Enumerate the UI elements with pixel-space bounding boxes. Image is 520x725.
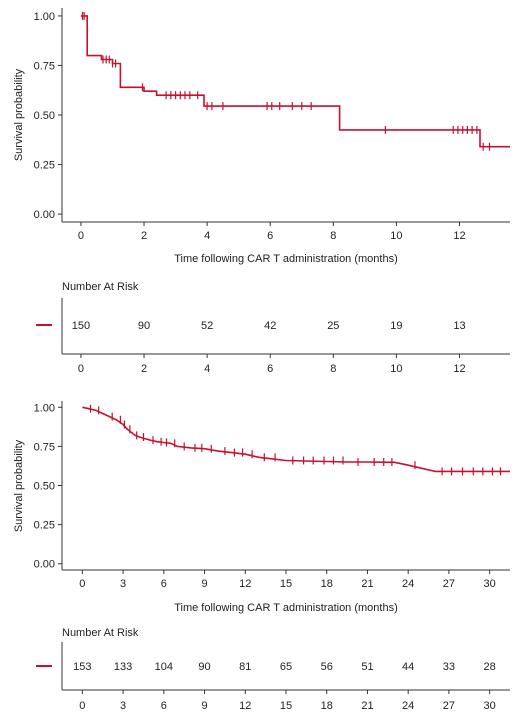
risk-number-2-8: 44 <box>402 661 414 673</box>
y-tick-label-2-3: 0.75 <box>34 441 55 453</box>
risk-x-tick-label-2-6: 18 <box>321 700 333 712</box>
y-tick-label-2-2: 0.50 <box>34 481 55 493</box>
x-tick-label-1-6: 12 <box>453 230 465 242</box>
km-plot-2: 0.000.250.500.751.00 0 3 6 9 12 15 18 21 24 27 30 … <box>13 401 510 614</box>
x-tick-label-2-9: 27 <box>443 578 455 590</box>
risk-number-1-1: 90 <box>138 320 150 332</box>
y-axis-title-1: Survival probability <box>13 68 25 161</box>
x-tick-label-2-1: 3 <box>120 578 126 590</box>
x-tick-label-2-3: 9 <box>201 578 207 590</box>
risk-number-2-3: 90 <box>198 661 210 673</box>
risk-x-tick-label-2-7: 21 <box>361 700 373 712</box>
x-tick-label-1-3: 6 <box>267 230 273 242</box>
y-tick-label-2-0: 0.00 <box>34 559 55 571</box>
risk-x-tick-label-2-0: 0 <box>79 700 85 712</box>
y-tick-label-1-1: 0.25 <box>34 160 55 172</box>
risk-number-2-5: 65 <box>280 661 292 673</box>
y-tick-label-2-4: 1.00 <box>34 402 55 414</box>
x-tick-label-2-8: 24 <box>402 578 414 590</box>
x-tick-label-2-6: 18 <box>321 578 333 590</box>
risk-x-tick-label-1-0: 0 <box>78 363 84 375</box>
risk-x-tick-label-2-1: 3 <box>120 700 126 712</box>
y-tick-label-1-3: 0.75 <box>34 60 55 72</box>
risk-x-tick-label-1-3: 6 <box>267 363 273 375</box>
x-tick-label-1-5: 10 <box>390 230 402 242</box>
risk-x-tick-label-1-1: 2 <box>141 363 147 375</box>
x-tick-label-2-5: 15 <box>280 578 292 590</box>
risk-number-2-10: 28 <box>484 661 496 673</box>
x-axis-2: 0 3 6 9 12 15 18 21 24 27 30 <box>62 569 510 590</box>
risk-x-tick-label-1-2: 4 <box>204 363 210 375</box>
risk-number-1-6: 13 <box>453 320 465 332</box>
risk-number-2-7: 51 <box>361 661 373 673</box>
risk-number-2-0: 153 <box>73 661 91 673</box>
survival-curve-1 <box>80 15 510 148</box>
km-plot-1: 0.00 0.25 0.50 0.75 1.00 0 2 4 6 8 10 12 Survival … <box>13 8 510 265</box>
x-tick-label-1-0: 0 <box>78 230 84 242</box>
y-tick-label-1-2: 0.50 <box>34 110 55 122</box>
risk-number-1-0: 150 <box>72 320 90 332</box>
risk-number-2-1: 133 <box>114 661 132 673</box>
risk-table-title-1: Number At Risk <box>62 281 139 293</box>
risk-number-1-5: 19 <box>390 320 402 332</box>
risk-x-tick-label-2-5: 15 <box>280 700 292 712</box>
risk-number-2-2: 104 <box>155 661 173 673</box>
survival-curve-2 <box>82 406 510 473</box>
risk-table-title-2: Number At Risk <box>62 627 139 639</box>
risk-number-1-3: 42 <box>264 320 276 332</box>
risk-x-tick-label-2-3: 9 <box>201 700 207 712</box>
x-tick-label-2-2: 6 <box>161 578 167 590</box>
x-axis-title-1: Time following CAR T administration (mon… <box>174 253 398 265</box>
risk-number-1-2: 52 <box>201 320 213 332</box>
x-tick-label-1-4: 8 <box>330 230 336 242</box>
x-tick-label-2-10: 30 <box>484 578 496 590</box>
x-tick-label-2-7: 21 <box>361 578 373 590</box>
x-tick-label-1-2: 4 <box>204 230 210 242</box>
y-axis-1: 0.00 0.25 0.50 0.75 1.00 <box>34 8 63 222</box>
risk-x-tick-label-2-8: 24 <box>402 700 414 712</box>
risk-x-tick-label-2-9: 27 <box>443 700 455 712</box>
risk-x-tick-label-2-10: 30 <box>484 700 496 712</box>
risk-number-2-9: 33 <box>443 661 455 673</box>
y-tick-label-2-1: 0.25 <box>34 520 55 532</box>
x-tick-label-2-4: 12 <box>239 578 251 590</box>
y-axis-title-2: Survival probability <box>13 439 25 532</box>
risk-number-2-6: 56 <box>321 661 333 673</box>
x-axis-title-2: Time following CAR T administration (mon… <box>174 602 398 614</box>
risk-table-2: Number At Risk 153 133 104 90 81 65 56 51 44 33 28… <box>36 627 510 712</box>
y-tick-label-1-0: 0.00 <box>34 209 55 221</box>
risk-number-2-4: 81 <box>239 661 251 673</box>
x-tick-label-1-1: 2 <box>141 230 147 242</box>
x-axis-1: 0 2 4 6 8 10 12 <box>62 221 510 242</box>
risk-number-1-4: 25 <box>327 320 339 332</box>
x-tick-label-2-0: 0 <box>79 578 85 590</box>
risk-table-1: Number At Risk 150 90 52 42 25 19 13 0 2 4 6 8 10 12 <box>36 281 510 375</box>
y-axis-2: 0.00 0.25 0.50 0.75 1.00 <box>34 401 63 571</box>
risk-x-tick-label-2-2: 6 <box>161 700 167 712</box>
risk-x-tick-label-1-4: 8 <box>330 363 336 375</box>
y-tick-label-1-4: 1.00 <box>34 11 55 23</box>
risk-x-tick-label-1-6: 12 <box>453 363 465 375</box>
risk-x-tick-label-2-4: 12 <box>239 700 251 712</box>
risk-x-tick-label-1-5: 10 <box>390 363 402 375</box>
